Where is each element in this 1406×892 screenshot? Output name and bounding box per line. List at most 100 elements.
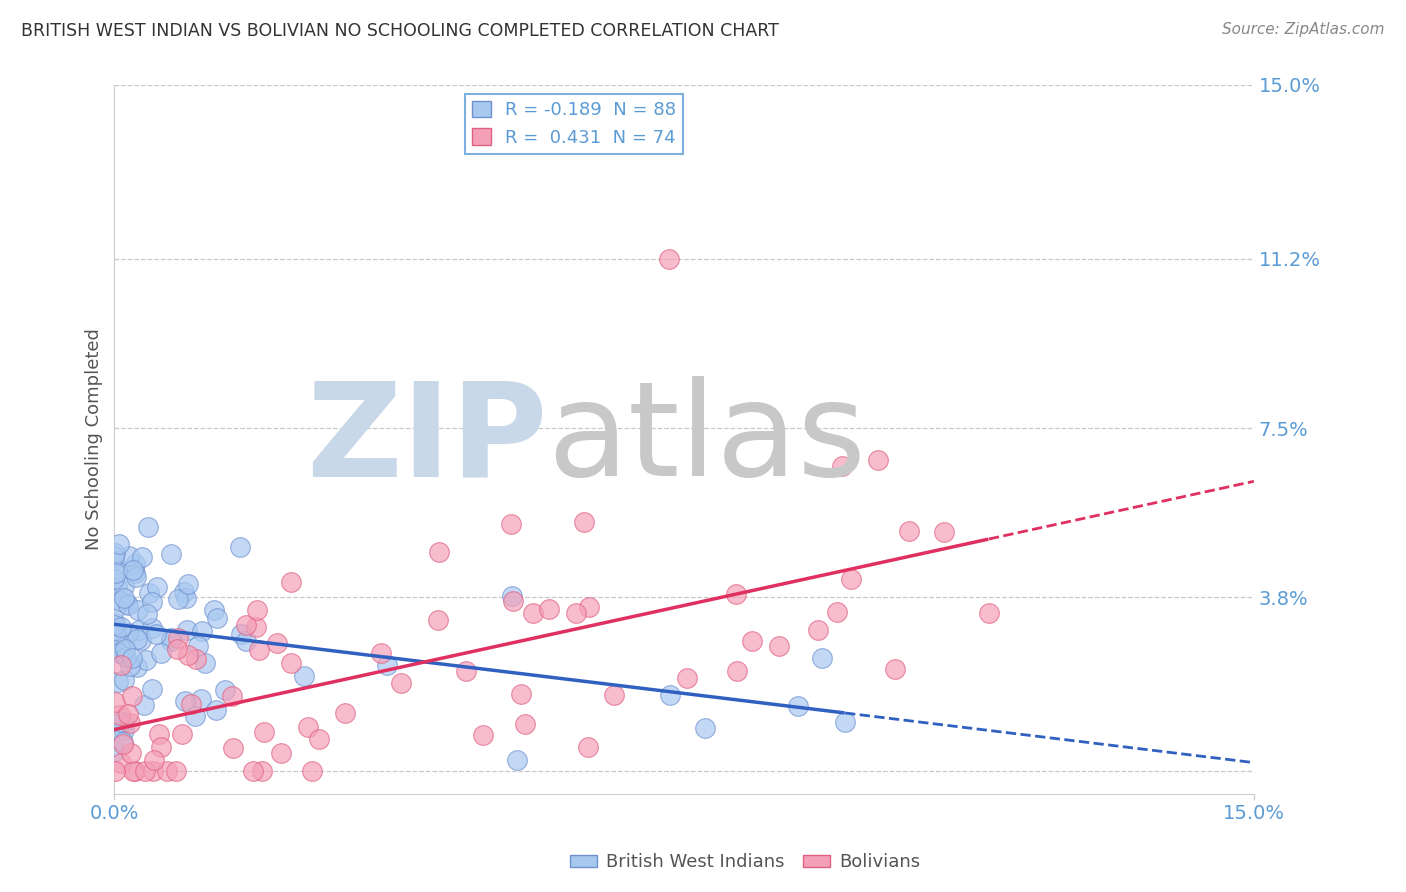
Point: [141, 681, 163, 696]
Point: [103, 618, 125, 632]
Point: [134, 764, 156, 779]
Point: [190, 691, 212, 706]
Point: [370, 646, 392, 660]
Point: [194, 656, 217, 670]
Point: [136, 607, 159, 621]
Point: [141, 621, 163, 635]
Point: [229, 540, 252, 554]
Point: [786, 698, 808, 713]
Point: [565, 606, 588, 620]
Point: [124, 566, 146, 581]
Point: [121, 689, 143, 703]
Point: [121, 651, 143, 665]
Point: [160, 634, 183, 648]
Point: [204, 703, 226, 717]
Point: [104, 615, 127, 630]
Point: [114, 649, 136, 664]
Point: [245, 620, 267, 634]
Point: [118, 715, 141, 730]
Point: [810, 651, 832, 665]
Point: [134, 698, 156, 712]
Point: [242, 764, 264, 779]
Point: [214, 682, 236, 697]
Point: [110, 657, 132, 672]
Point: [117, 598, 139, 612]
Point: [127, 603, 149, 617]
Point: [510, 687, 533, 701]
Point: [103, 764, 125, 779]
Point: [825, 605, 848, 619]
Point: [103, 573, 125, 587]
Point: [177, 577, 200, 591]
Point: [247, 643, 270, 657]
Point: [110, 756, 132, 770]
Point: [186, 651, 208, 665]
Legend: British West Indians, Bolivians: British West Indians, Bolivians: [562, 847, 928, 879]
Point: [375, 658, 398, 673]
Point: [695, 722, 717, 736]
Point: [107, 646, 129, 660]
Point: [104, 629, 127, 643]
Point: [165, 764, 187, 779]
Point: [831, 458, 853, 473]
Point: [807, 623, 830, 637]
Point: [104, 546, 127, 560]
Point: [112, 579, 135, 593]
Point: [172, 727, 194, 741]
Point: [884, 662, 907, 676]
Point: [173, 585, 195, 599]
Point: [280, 656, 302, 670]
Point: [114, 591, 136, 605]
Point: [145, 627, 167, 641]
Point: [118, 549, 141, 563]
Point: [253, 725, 276, 739]
Point: [145, 581, 167, 595]
Point: [103, 623, 125, 637]
Point: [104, 601, 127, 615]
Point: [301, 764, 323, 779]
Point: [124, 557, 146, 571]
Point: [149, 646, 172, 660]
Point: [174, 591, 197, 606]
Point: [231, 627, 253, 641]
Point: [114, 673, 136, 687]
Point: [125, 632, 148, 647]
Point: [333, 706, 356, 720]
Point: [103, 642, 125, 657]
Point: [167, 631, 190, 645]
Point: [454, 665, 477, 679]
Point: [117, 625, 139, 640]
Point: [156, 764, 179, 779]
Point: [111, 734, 134, 748]
Point: [138, 586, 160, 600]
Point: [427, 544, 450, 558]
Point: [308, 731, 330, 746]
Point: [160, 632, 183, 646]
Point: [472, 728, 495, 742]
Point: [202, 603, 225, 617]
Point: [105, 626, 128, 640]
Point: [250, 764, 273, 779]
Point: [513, 716, 536, 731]
Point: [932, 525, 955, 540]
Point: [166, 642, 188, 657]
Point: [725, 587, 748, 601]
Point: [297, 720, 319, 734]
Point: [501, 516, 523, 531]
Point: [115, 597, 138, 611]
Point: [427, 613, 450, 627]
Point: [105, 564, 128, 578]
Text: atlas: atlas: [547, 376, 866, 503]
Point: [103, 553, 125, 567]
Point: [184, 709, 207, 723]
Point: [866, 452, 889, 467]
Point: [110, 714, 132, 729]
Point: [105, 580, 128, 594]
Point: [131, 550, 153, 565]
Point: [111, 737, 134, 751]
Point: [148, 726, 170, 740]
Point: [110, 619, 132, 633]
Point: [112, 723, 135, 737]
Point: [538, 601, 561, 615]
Point: [977, 606, 1000, 620]
